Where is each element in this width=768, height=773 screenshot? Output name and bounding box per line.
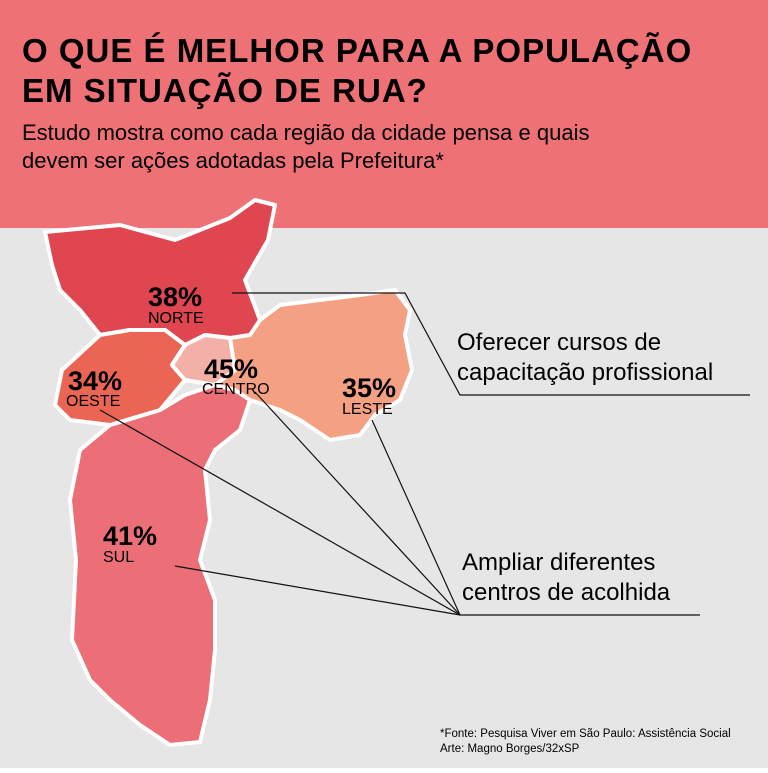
subtitle-line: Estudo mostra como cada região da cidade… [22, 120, 589, 145]
callout-line: Oferecer cursos de [457, 329, 661, 356]
leader-lines [99, 292, 750, 616]
region-percent: 38% [148, 282, 202, 312]
region-name: LESTE [342, 401, 393, 418]
callout-line: centros de acolhida [462, 579, 671, 606]
callout-line: capacitação profissional [457, 359, 713, 386]
region-name: CENTRO [202, 381, 270, 398]
subtitle-line: devem ser ações adotadas pela Prefeitura… [22, 148, 444, 173]
region-name: NORTE [148, 310, 204, 327]
region-percent: 41% [103, 521, 157, 551]
region-name: OESTE [66, 393, 120, 410]
title-line: EM SITUAÇÃO DE RUA? [22, 72, 428, 109]
callout-line: Ampliar diferentes [462, 549, 655, 576]
footer-line: Arte: Magno Borges/32xSP [440, 743, 580, 755]
footer-line: *Fonte: Pesquisa Viver em São Paulo: Ass… [440, 728, 731, 740]
region-percent: 35% [342, 373, 396, 403]
region-oeste [53, 328, 187, 427]
region-percent: 45% [204, 354, 258, 384]
region-percent: 34% [68, 366, 122, 396]
region-norte [43, 198, 277, 347]
region-centro [170, 333, 237, 387]
region-name: SUL [103, 549, 134, 566]
title-line: O QUE É MELHOR PARA A POPULAÇÃO [22, 32, 692, 69]
header-band [0, 0, 768, 228]
